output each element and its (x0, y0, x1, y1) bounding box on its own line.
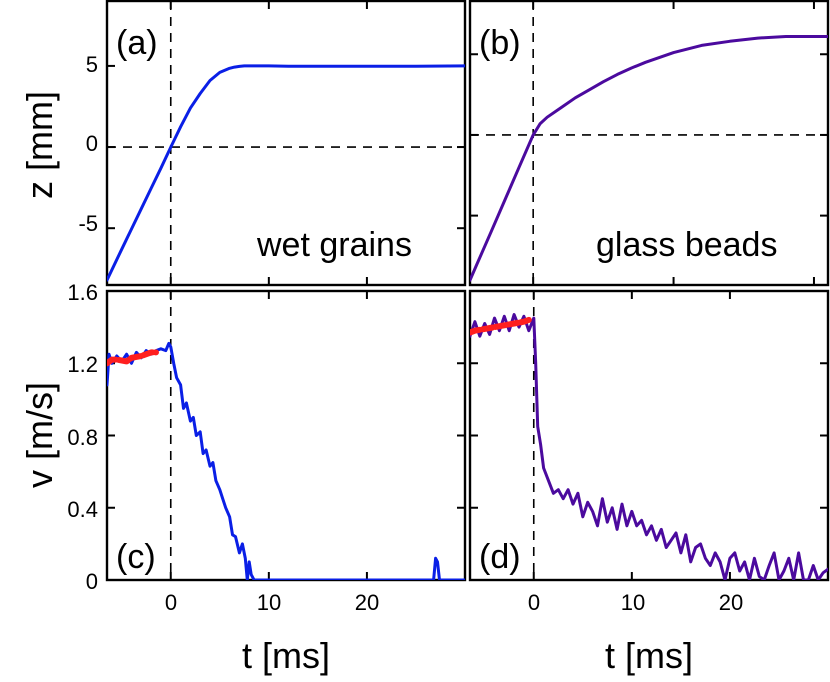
panel-b: (b) glass beads (468, 0, 830, 287)
panel-a-ylabel: z [mm] (19, 91, 60, 199)
panel-d-frame (468, 289, 830, 582)
panel-c-ylabel: v [m/s] (19, 382, 60, 488)
panel-c-ytick-label: 1.6 (67, 280, 98, 305)
panel-d-xtick-label: 20 (719, 590, 743, 615)
panel-a: (a) wet grains 5 0 -5 z [mm] (19, 0, 467, 287)
panel-c-plot (107, 290, 465, 581)
panel-c-xlabel: t [ms] (242, 635, 330, 676)
panel-c-xtick-label: 0 (165, 590, 177, 615)
panel-c-label: (c) (116, 538, 156, 576)
panel-a-annotation: wet grains (256, 226, 412, 264)
panel-a-data (107, 64, 465, 282)
panel-b-data (470, 35, 828, 282)
panel-a-plot (107, 1, 465, 285)
panel-c-xtick-label: 10 (257, 590, 281, 615)
panel-b-label: (b) (479, 24, 521, 62)
panel-c-ytick-label: 0.8 (67, 425, 98, 450)
panel-a-ytick-label: 5 (86, 52, 98, 77)
panel-d-plot (470, 290, 828, 581)
panel-c-frame (105, 289, 467, 582)
panel-a-ytick-label: 0 (86, 131, 98, 156)
panel-d-label: (d) (479, 538, 521, 576)
panel-c-data (107, 341, 465, 580)
panel-d: (d) 0 10 20 t [ms] (468, 289, 830, 676)
panel-c-ytick-label: 0.4 (67, 497, 98, 522)
panel-b-series-line (470, 35, 828, 282)
panel-a-ytick-label: -5 (78, 211, 98, 236)
panel-c-xtick-label: 20 (355, 590, 379, 615)
panel-c-ytick-label: 1.2 (67, 352, 98, 377)
panel-d-xlabel: t [ms] (605, 635, 693, 676)
panel-b-plot (470, 1, 828, 285)
panel-d-xtick-label: 0 (528, 590, 540, 615)
panel-a-series-line (107, 64, 465, 282)
panel-c: (c) 0 0.4 0.8 1.2 1.6 v [m/s] 0 10 20 t … (19, 280, 467, 676)
panel-d-series-line (470, 313, 828, 580)
panel-b-frame (468, 0, 830, 287)
panel-d-data (470, 313, 828, 580)
panel-b-annotation: glass beads (596, 226, 777, 264)
panel-c-fit-line (107, 349, 159, 367)
panel-d-fit-line (470, 316, 532, 336)
panel-c-series-line (107, 341, 465, 580)
panel-c-ytick-label: 0 (86, 569, 98, 594)
panel-a-label: (a) (116, 24, 158, 62)
panel-d-xtick-label: 10 (621, 590, 645, 615)
panel-a-frame (105, 0, 467, 287)
